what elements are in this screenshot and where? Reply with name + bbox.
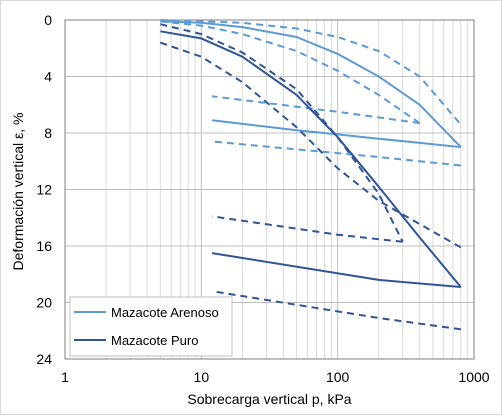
plot-frame <box>64 19 475 360</box>
y-tick-label: 8 <box>44 125 52 141</box>
legend-label-mazacote-arenoso: Mazacote Arenoso <box>111 305 219 320</box>
y-tick-label: 16 <box>36 238 52 254</box>
series-line-mazacote-arenoso-5 <box>211 95 420 125</box>
series-layer <box>159 19 462 331</box>
x-tick-label: 1000 <box>458 369 489 385</box>
series-line-mazacote-arenoso-0 <box>160 20 462 148</box>
series-line-mazacote-puro-9 <box>211 290 461 331</box>
series-line-mazacote-arenoso-1 <box>211 119 461 149</box>
y-tick-label: 12 <box>36 182 52 198</box>
series-line-mazacote-arenoso-2 <box>160 19 462 126</box>
tick-layer: 1 10 100 1000 0 4 8 12 16 20 24 <box>36 12 489 385</box>
x-axis-title: Sobrecarga vertical p, kPa <box>187 391 351 407</box>
series-line-mazacote-puro-8 <box>159 41 462 249</box>
y-axis-title: Deformación vertical ε, % <box>10 113 26 271</box>
legend-box <box>69 296 233 357</box>
grid-layer <box>65 20 474 359</box>
series-line-mazacote-puro-6 <box>160 30 462 288</box>
x-tick-label: 1 <box>61 369 69 385</box>
y-tick-label: 20 <box>36 295 52 311</box>
series-line-mazacote-puro-10 <box>160 23 404 243</box>
x-tick-label: 10 <box>194 369 210 385</box>
y-tick-label: 4 <box>44 69 52 85</box>
x-tick-label: 100 <box>326 369 350 385</box>
y-tick-label: 24 <box>36 351 52 367</box>
y-tick-label: 0 <box>44 12 52 28</box>
series-line-mazacote-puro-7 <box>211 252 461 288</box>
series-line-mazacote-arenoso-3 <box>212 140 461 167</box>
series-line-mazacote-arenoso-4 <box>160 20 421 124</box>
legend-label-mazacote-puro: Mazacote Puro <box>111 333 198 348</box>
legend: Mazacote Arenoso Mazacote Puro <box>69 296 233 357</box>
series-line-mazacote-puro-11 <box>211 215 403 243</box>
